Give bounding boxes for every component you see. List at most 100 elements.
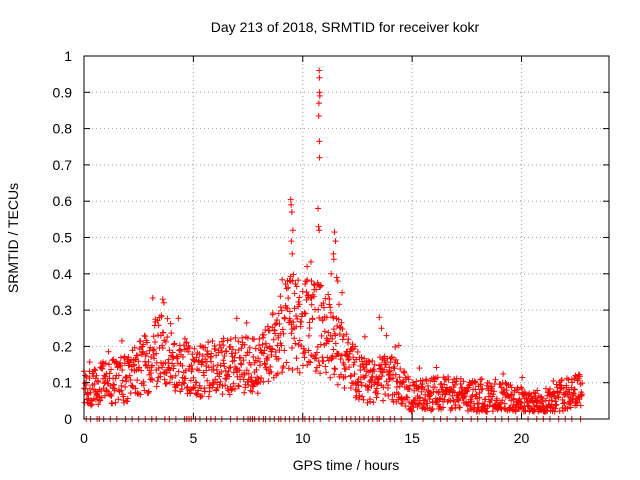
data-point <box>186 344 193 351</box>
data-point <box>571 386 578 393</box>
data-point <box>394 378 401 385</box>
data-point <box>421 386 428 393</box>
y-tick-label: 0 <box>64 411 72 427</box>
data-point <box>169 374 176 381</box>
data-point <box>310 293 317 300</box>
data-point <box>314 343 321 350</box>
data-point <box>287 317 294 324</box>
data-point <box>321 304 328 311</box>
data-point <box>411 387 418 394</box>
data-point <box>332 366 339 373</box>
data-point <box>472 379 479 386</box>
data-point <box>518 403 525 410</box>
data-point <box>205 364 212 371</box>
data-point <box>362 372 369 379</box>
data-point <box>154 317 161 324</box>
data-point <box>131 362 138 369</box>
data-point <box>228 386 235 393</box>
data-point <box>182 367 189 374</box>
data-point <box>474 404 481 411</box>
data-point <box>102 373 109 380</box>
data-point <box>456 404 463 411</box>
data-point <box>366 358 373 365</box>
data-point <box>160 299 167 306</box>
data-point <box>318 282 325 289</box>
data-point <box>433 364 440 371</box>
data-point <box>320 300 327 307</box>
data-point <box>309 316 316 323</box>
data-point <box>353 356 360 363</box>
data-point <box>126 372 133 379</box>
data-point <box>210 363 217 370</box>
y-tick-labels: 0 0.1 0.2 0.3 0.4 0.5 0.6 0.7 0.8 0.9 1 <box>53 48 73 427</box>
data-point <box>565 393 572 400</box>
data-point <box>382 391 389 398</box>
data-point <box>137 391 144 398</box>
data-point <box>325 338 332 345</box>
data-point <box>129 382 136 389</box>
data-point <box>561 399 568 406</box>
data-point <box>288 344 295 351</box>
data-point <box>359 393 366 400</box>
data-point <box>333 274 340 281</box>
data-point <box>264 354 271 361</box>
data-point <box>174 353 181 360</box>
data-point <box>232 349 239 356</box>
data-point <box>369 357 376 364</box>
data-point <box>325 291 332 298</box>
data-point <box>555 393 562 400</box>
data-point <box>185 348 192 355</box>
data-point <box>573 400 580 407</box>
data-point <box>269 346 276 353</box>
data-point <box>222 382 229 389</box>
data-point <box>281 347 288 354</box>
data-point <box>268 351 275 358</box>
data-point <box>190 374 197 381</box>
data-point <box>392 343 399 350</box>
data-point <box>172 372 179 379</box>
data-point <box>159 364 166 371</box>
data-point <box>163 369 170 376</box>
data-point <box>210 381 217 388</box>
data-point <box>262 326 269 333</box>
data-point <box>383 378 390 385</box>
data-point <box>238 361 245 368</box>
data-point <box>575 375 582 382</box>
data-point <box>248 374 255 381</box>
data-point <box>338 371 345 378</box>
data-point <box>233 315 240 322</box>
data-point <box>164 315 171 322</box>
data-point <box>218 338 225 345</box>
data-point <box>512 408 519 415</box>
data-point <box>149 347 156 354</box>
data-point <box>87 389 94 396</box>
data-point <box>445 376 452 383</box>
data-point <box>316 362 323 369</box>
data-point <box>283 285 290 292</box>
data-point <box>316 74 323 81</box>
data-point <box>117 359 124 366</box>
data-point <box>138 367 145 374</box>
data-point <box>166 347 173 354</box>
data-point <box>232 334 239 341</box>
data-point <box>282 281 289 288</box>
data-point <box>226 373 233 380</box>
data-point <box>334 323 341 330</box>
data-point <box>338 319 345 326</box>
data-point <box>145 358 152 365</box>
data-point <box>331 365 338 372</box>
data-point <box>191 345 198 352</box>
data-point <box>346 364 353 371</box>
data-point <box>441 376 448 383</box>
data-point <box>346 356 353 363</box>
data-point <box>252 345 259 352</box>
data-point <box>119 377 126 384</box>
data-point <box>174 360 181 367</box>
data-point <box>503 387 510 394</box>
data-point <box>260 378 267 385</box>
data-point <box>196 351 203 358</box>
data-point <box>305 358 312 365</box>
data-point <box>518 386 525 393</box>
y-tick-label: 0.3 <box>53 302 73 318</box>
data-point <box>345 356 352 363</box>
